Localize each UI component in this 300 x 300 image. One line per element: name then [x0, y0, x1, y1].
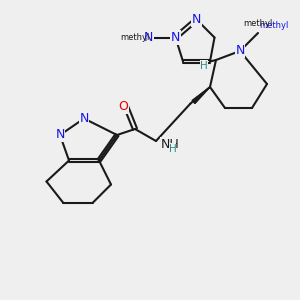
- Text: methyl: methyl: [243, 20, 273, 28]
- Text: N: N: [144, 31, 153, 44]
- Polygon shape: [192, 87, 210, 104]
- Text: N: N: [79, 112, 89, 125]
- Text: NH: NH: [160, 137, 179, 151]
- Text: N: N: [192, 13, 201, 26]
- Text: methyl: methyl: [121, 33, 150, 42]
- Text: methyl: methyl: [260, 21, 289, 30]
- Text: N: N: [235, 44, 245, 58]
- Text: H: H: [169, 143, 176, 154]
- Text: H: H: [200, 61, 208, 71]
- Text: N: N: [55, 128, 65, 142]
- Text: N: N: [171, 31, 180, 44]
- Text: O: O: [118, 100, 128, 113]
